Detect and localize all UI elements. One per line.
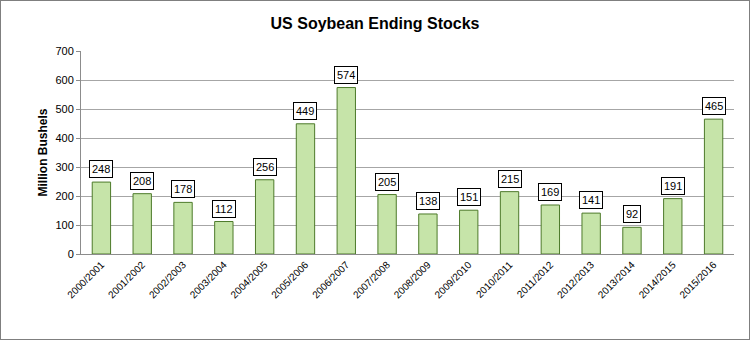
svg-text:112: 112 (215, 203, 233, 215)
svg-text:300: 300 (55, 161, 73, 173)
svg-text:2010/2011: 2010/2011 (474, 259, 515, 300)
svg-text:2015/2016: 2015/2016 (677, 259, 719, 301)
svg-text:215: 215 (501, 173, 519, 185)
svg-text:2000/2001: 2000/2001 (65, 259, 107, 301)
svg-text:2005/2006: 2005/2006 (269, 259, 311, 301)
svg-text:700: 700 (55, 45, 73, 57)
svg-text:2012/2013: 2012/2013 (555, 259, 597, 301)
svg-text:169: 169 (541, 186, 559, 198)
svg-text:465: 465 (705, 100, 723, 112)
svg-text:141: 141 (582, 194, 600, 206)
svg-text:Million Bushels: Million Bushels (36, 108, 50, 196)
svg-text:449: 449 (296, 105, 314, 117)
svg-text:151: 151 (460, 191, 478, 203)
svg-text:138: 138 (419, 195, 437, 207)
svg-text:400: 400 (55, 132, 73, 144)
svg-text:2001/2002: 2001/2002 (106, 259, 148, 301)
svg-text:574: 574 (337, 69, 355, 81)
svg-text:100: 100 (55, 219, 73, 231)
svg-text:2014/2015: 2014/2015 (637, 259, 679, 301)
svg-text:2008/2009: 2008/2009 (392, 259, 434, 301)
svg-text:200: 200 (55, 190, 73, 202)
svg-text:500: 500 (55, 103, 73, 115)
svg-text:191: 191 (664, 180, 682, 192)
svg-text:2002/2003: 2002/2003 (147, 259, 189, 301)
svg-text:208: 208 (133, 175, 151, 187)
svg-text:205: 205 (378, 176, 396, 188)
svg-text:2004/2005: 2004/2005 (228, 259, 270, 301)
svg-text:2007/2008: 2007/2008 (351, 259, 393, 301)
svg-text:600: 600 (55, 74, 73, 86)
svg-text:US Soybean Ending Stocks: US Soybean Ending Stocks (271, 15, 480, 32)
svg-text:2006/2007: 2006/2007 (310, 259, 352, 301)
svg-text:256: 256 (256, 161, 274, 173)
svg-text:178: 178 (174, 183, 192, 195)
svg-text:2013/2014: 2013/2014 (596, 259, 638, 301)
svg-text:2011/2012: 2011/2012 (515, 259, 556, 300)
svg-text:92: 92 (626, 208, 638, 220)
svg-text:2009/2010: 2009/2010 (432, 259, 474, 301)
svg-text:2003/2004: 2003/2004 (188, 259, 230, 301)
svg-text:248: 248 (92, 163, 110, 175)
svg-text:0: 0 (68, 248, 74, 260)
